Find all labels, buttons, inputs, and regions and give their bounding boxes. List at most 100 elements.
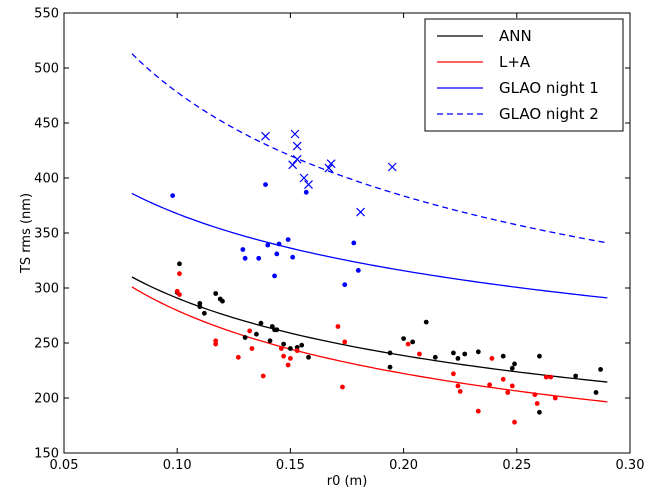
data-point — [240, 247, 246, 252]
data-point — [288, 356, 293, 361]
y-tick-label: 450 — [34, 117, 59, 132]
x-tick-label: 0.10 — [163, 458, 192, 473]
data-point — [401, 336, 406, 341]
legend-label: GLAO night 1 — [499, 79, 599, 97]
data-point — [475, 408, 481, 414]
data-point-x — [299, 173, 309, 183]
x-tick-label: 0.25 — [502, 458, 531, 473]
y-tick-label: 250 — [34, 337, 59, 352]
data-point — [177, 271, 182, 277]
data-point — [512, 419, 517, 425]
data-point — [278, 346, 284, 351]
series-line-glao-night-2 — [131, 53, 608, 244]
data-point — [213, 291, 219, 296]
data-point — [177, 261, 182, 267]
data-point — [487, 382, 493, 388]
data-point — [548, 374, 554, 380]
data-point — [534, 401, 540, 406]
y-axis-label: TS rms (nm) — [19, 193, 34, 274]
data-point — [451, 350, 456, 356]
data-point — [417, 351, 422, 357]
data-point — [512, 361, 517, 367]
data-point — [263, 182, 268, 188]
data-point-x — [326, 159, 336, 169]
data-points — [170, 129, 603, 425]
data-point — [462, 351, 468, 357]
data-point — [285, 362, 291, 368]
data-point — [455, 356, 461, 361]
fit-lines — [131, 53, 608, 403]
data-point — [500, 353, 506, 359]
data-point — [288, 346, 293, 351]
x-tick-label: 0.05 — [50, 458, 79, 473]
data-point — [306, 354, 311, 360]
data-point — [170, 193, 176, 199]
data-point-x — [304, 180, 313, 190]
data-point — [281, 341, 287, 347]
series-line-ann — [131, 276, 608, 383]
data-point — [197, 301, 203, 306]
data-point — [242, 255, 248, 261]
data-point — [410, 339, 416, 345]
data-point — [509, 383, 515, 389]
data-point — [276, 241, 282, 247]
data-point — [247, 328, 253, 334]
data-point — [451, 371, 456, 377]
y-tick-label: 150 — [34, 447, 59, 462]
axis-ticks: 0.05 0.10 0.15 0.20 0.25 0.30 150 200 250 300 350 4… — [34, 7, 644, 474]
x-tick-label: 0.15 — [276, 458, 305, 473]
data-point — [265, 242, 271, 248]
y-tick-label: 350 — [34, 227, 59, 242]
data-point — [342, 282, 348, 288]
data-point-x — [292, 141, 302, 151]
data-point — [213, 338, 219, 344]
data-point — [432, 354, 438, 360]
data-point — [235, 354, 241, 360]
data-point — [537, 409, 542, 415]
data-point — [281, 353, 287, 359]
y-tick-label: 550 — [34, 7, 59, 22]
data-point — [505, 390, 511, 395]
legend: ANN L+A GLAO night 1 GLAO night 2 — [424, 18, 624, 132]
legend-box — [424, 18, 624, 132]
series-line-l-a — [131, 286, 608, 403]
data-point — [290, 254, 296, 260]
data-point — [294, 348, 300, 354]
data-point — [423, 319, 429, 325]
data-point-x — [324, 163, 334, 173]
y-tick-label: 300 — [34, 282, 59, 297]
data-point — [201, 310, 207, 316]
data-point — [197, 304, 203, 310]
y-tick-label: 500 — [34, 62, 59, 77]
data-point — [242, 335, 248, 340]
data-point — [260, 373, 266, 379]
data-point — [355, 268, 361, 273]
data-point — [552, 395, 558, 401]
data-point — [272, 273, 277, 279]
data-point — [457, 389, 463, 394]
data-point-x — [292, 154, 302, 164]
data-point — [220, 298, 225, 304]
data-point — [342, 339, 348, 345]
series-line-glao-night-1 — [131, 192, 608, 299]
data-point — [294, 345, 300, 350]
data-point — [335, 324, 341, 329]
y-tick-label: 400 — [34, 172, 59, 187]
data-point-x — [290, 129, 300, 139]
data-point — [254, 331, 259, 337]
legend-label: L+A — [499, 53, 531, 71]
data-point — [593, 390, 599, 395]
data-point — [303, 189, 309, 195]
data-point — [387, 350, 393, 356]
data-point — [598, 367, 603, 372]
data-point-x — [387, 162, 397, 172]
data-point — [285, 237, 291, 243]
data-point — [509, 365, 515, 371]
data-point — [258, 320, 264, 326]
data-point-x — [356, 207, 366, 217]
data-point — [489, 356, 495, 361]
data-point-x — [288, 160, 298, 170]
data-point — [405, 341, 411, 347]
data-point — [299, 342, 305, 348]
data-point — [249, 346, 255, 351]
